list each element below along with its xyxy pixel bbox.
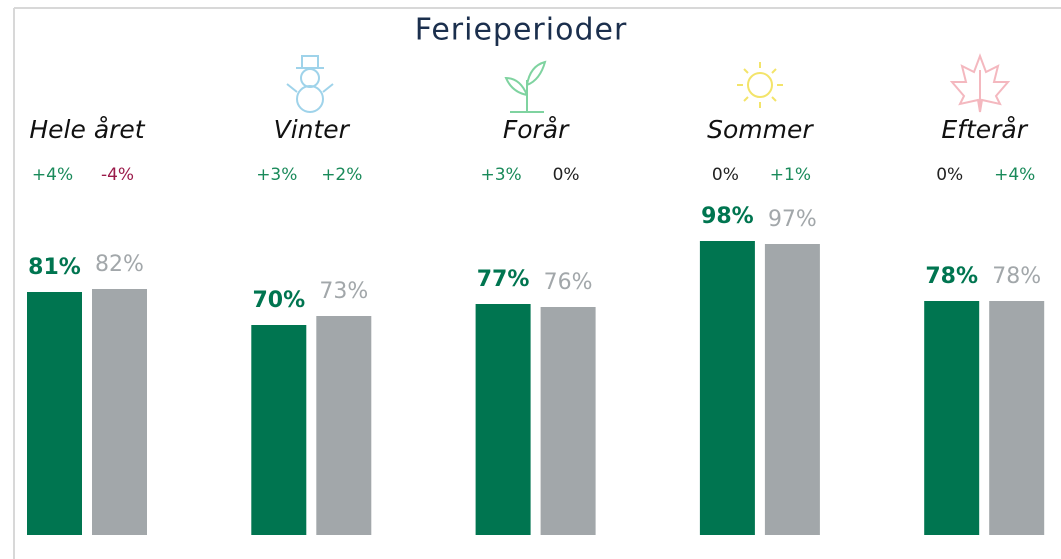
bar <box>764 244 820 535</box>
change-label: +1% <box>770 165 811 185</box>
value-label: 97% <box>768 207 817 232</box>
change-label: 0% <box>936 165 963 185</box>
value-label: 98% <box>701 204 754 229</box>
change-label: +3% <box>256 165 297 185</box>
change-label: +4% <box>32 165 73 185</box>
bar <box>475 304 531 535</box>
bar <box>27 292 82 535</box>
bar <box>924 301 980 535</box>
change-label: 0% <box>553 165 580 185</box>
value-label: 77% <box>477 267 530 292</box>
value-label: 78% <box>925 264 978 289</box>
change-label: +2% <box>321 165 362 185</box>
bar <box>989 301 1045 535</box>
value-label: 73% <box>319 279 368 304</box>
change-label: 0% <box>712 165 739 185</box>
bar <box>540 307 596 535</box>
change-label: +4% <box>994 165 1035 185</box>
value-label: 82% <box>95 252 144 277</box>
summer-icon <box>737 62 783 108</box>
change-label: +3% <box>480 165 521 185</box>
bar <box>92 289 147 535</box>
chart-title: Ferieperioder <box>415 13 628 48</box>
category-label: Efterår <box>941 115 1028 144</box>
value-label: 76% <box>544 270 593 295</box>
category-label: Hele året <box>29 115 145 144</box>
change-label: -4% <box>101 165 134 185</box>
value-label: 70% <box>252 288 305 313</box>
category-label: Sommer <box>707 115 814 144</box>
category-label: Forår <box>503 115 570 144</box>
category-label: Vinter <box>274 115 351 144</box>
bar <box>316 316 372 535</box>
value-label: 78% <box>992 264 1041 289</box>
spring-icon <box>504 60 547 113</box>
value-label: 81% <box>28 255 81 280</box>
autumn-icon <box>949 53 1011 113</box>
bar <box>251 325 307 535</box>
winter-icon <box>286 55 334 113</box>
bar <box>699 241 755 535</box>
